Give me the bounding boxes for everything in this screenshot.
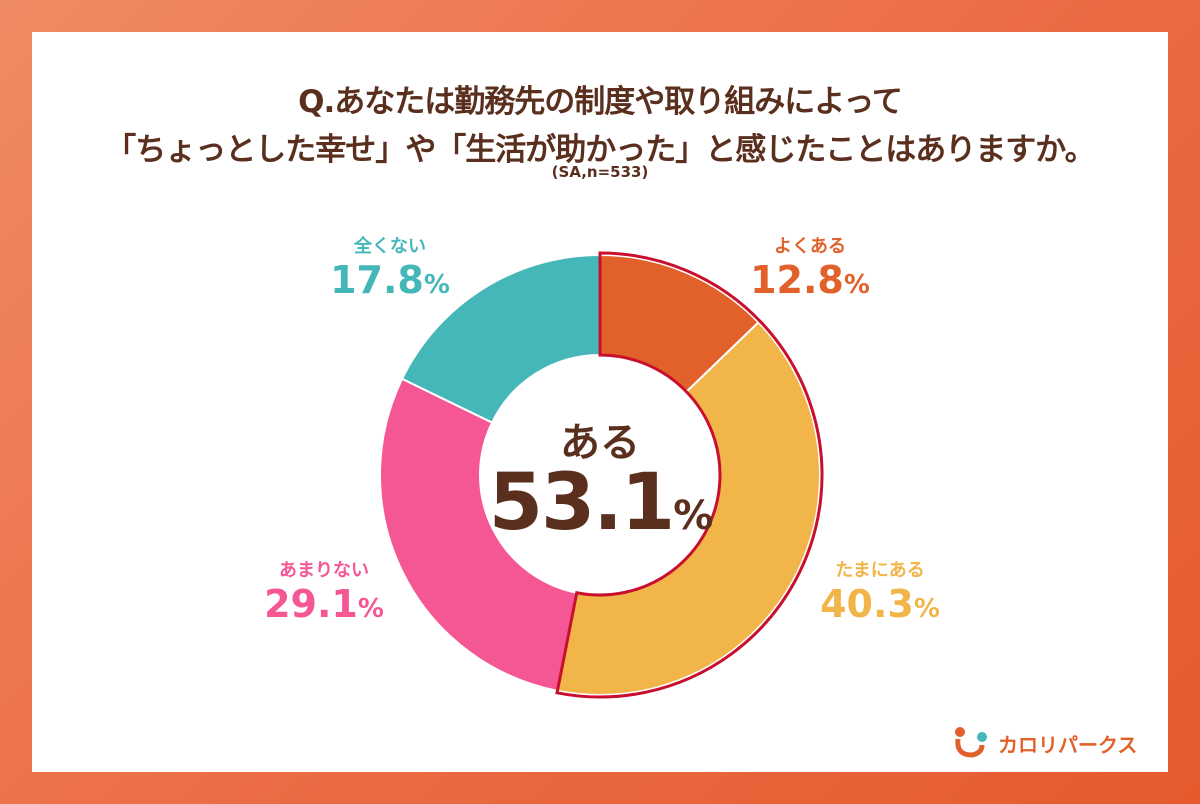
slice-value: 29.1 [264,582,358,626]
center-label: ある [560,420,640,466]
logo-figure-icon [955,727,987,758]
center-value-number: 53.1 [488,458,675,548]
slice-value: 40.3 [820,582,914,626]
center-value: 53.1% [480,458,720,548]
slice-unit: % [423,270,450,300]
slice-value: 17.8 [330,258,424,302]
slice-label: よくある [774,236,846,257]
center-value-unit: % [673,493,713,539]
label-slice-0: よくある 12.8% [730,232,890,307]
slice-unit: % [843,270,870,300]
label-slice-3: 全くない 17.8% [310,232,470,307]
brand-logo: カロリパークス [952,725,1137,761]
label-slice-2: あまりない 29.1% [244,556,404,631]
label-slice-1: たまにある 40.3% [800,556,960,631]
slice-unit: % [913,594,940,624]
slice-2 [379,377,578,693]
slice-unit: % [357,594,384,624]
highlight-outline [555,251,824,699]
sample-note: (SA,n=533) [551,163,649,181]
slice-label: あまりない [279,560,369,581]
slice-label: たまにある [835,560,925,581]
slice-value: 12.8 [750,258,844,302]
chart-title-line2: 「ちょっとした幸せ」や「生活が助かった」と感じたことはありますか。 [105,132,1095,168]
slice-3 [400,253,601,424]
logo-text: カロリパークス [998,732,1138,757]
slice-label: 全くない [354,236,426,257]
chart-title-line1: Q.あなたは勤務先の制度や取り組みによって [298,84,903,120]
